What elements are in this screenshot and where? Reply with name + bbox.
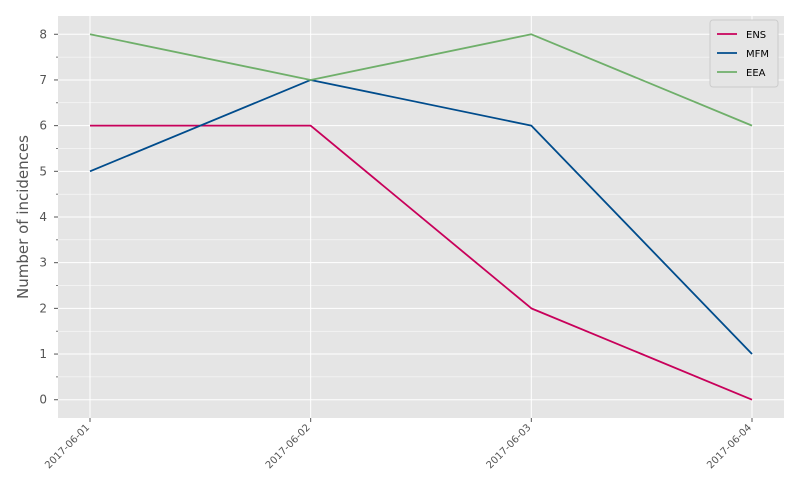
y-tick-label: 6 [39,119,47,133]
y-tick-label: 4 [39,210,47,224]
legend-label: MFM [746,49,769,60]
y-tick-label: 0 [39,393,47,407]
series-lines [89,33,753,401]
legend-box [709,19,779,88]
legend: ENS MFM EEA [709,19,779,88]
x-tick-label: 2017-06-01 [43,422,92,471]
x-tick-label: 2017-06-03 [485,422,534,471]
y-tick-label: 5 [39,164,47,178]
grid [58,16,784,418]
x-tick-label: 2017-06-04 [705,422,754,471]
legend-label: ENS [746,30,766,41]
y-tick-label: 7 [39,73,47,87]
y-tick-label: 2 [39,301,47,315]
y-axis-ticks: 0 1 2 3 4 5 6 7 8 [39,27,58,407]
y-tick-label: 8 [39,27,47,41]
series-line-mfm [89,79,753,355]
y-tick-label: 3 [39,256,47,270]
x-axis-ticks: 2017-06-01 2017-06-02 2017-06-03 2017-06-04 [43,418,754,471]
series-line-eea [89,33,753,127]
legend-label: EEA [746,68,766,79]
x-tick-label: 2017-06-02 [264,422,313,471]
y-axis-title: Number of incidences [14,135,32,299]
y-tick-label: 1 [39,347,47,361]
